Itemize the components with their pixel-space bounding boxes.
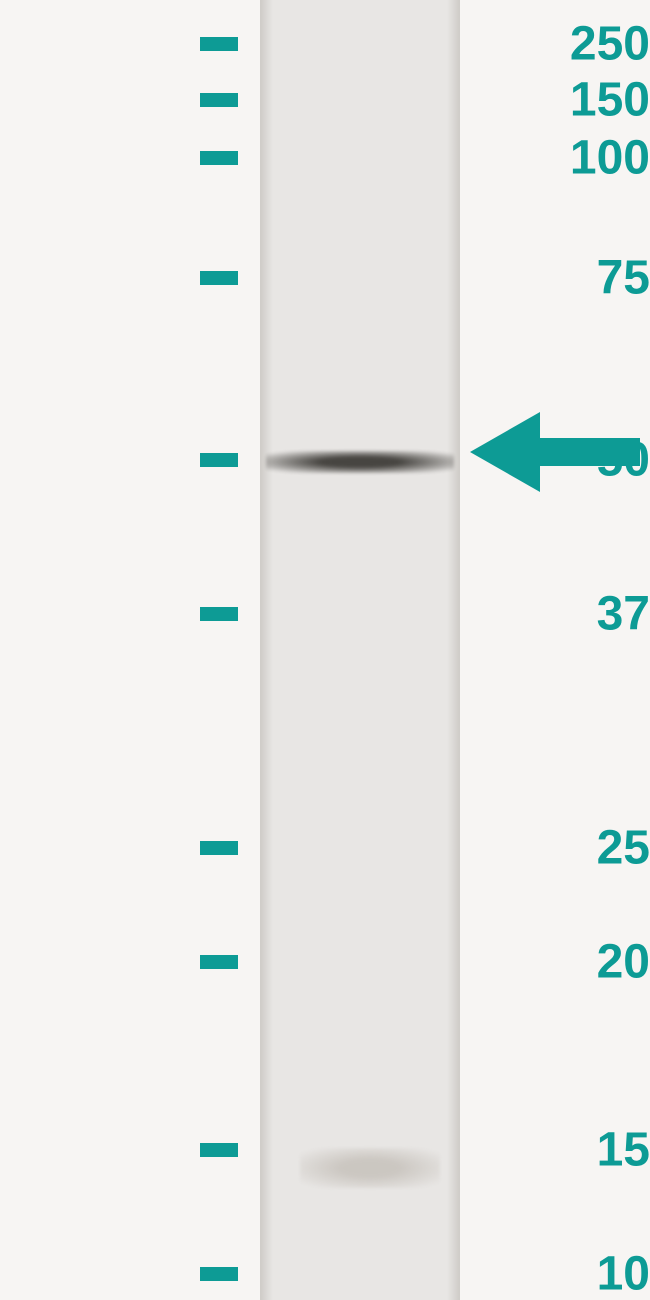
mw-label-20: 20 [460,935,650,990]
mw-label-250: 250 [460,17,650,72]
mw-label-10: 10 [460,1247,650,1300]
gel-lane [260,0,460,1300]
western-blot: 25015010075503725201510 [0,0,650,1300]
mw-tick-10 [200,1267,238,1281]
mw-label-150: 150 [460,73,650,128]
mw-tick-150 [200,93,238,107]
mw-label-100: 100 [460,131,650,186]
arrow-shaft [540,438,640,466]
mw-label-25: 25 [460,821,650,876]
mw-tick-20 [200,955,238,969]
mw-tick-50 [200,453,238,467]
mw-tick-75 [200,271,238,285]
target-band-arrow [470,412,640,492]
mw-tick-15 [200,1143,238,1157]
arrow-head-icon [470,412,540,492]
mw-tick-250 [200,37,238,51]
target-band [266,451,454,473]
mw-label-15: 15 [460,1123,650,1178]
mw-label-75: 75 [460,251,650,306]
mw-tick-37 [200,607,238,621]
faint-band-1 [300,1148,440,1188]
mw-tick-25 [200,841,238,855]
mw-label-37: 37 [460,587,650,642]
mw-tick-100 [200,151,238,165]
